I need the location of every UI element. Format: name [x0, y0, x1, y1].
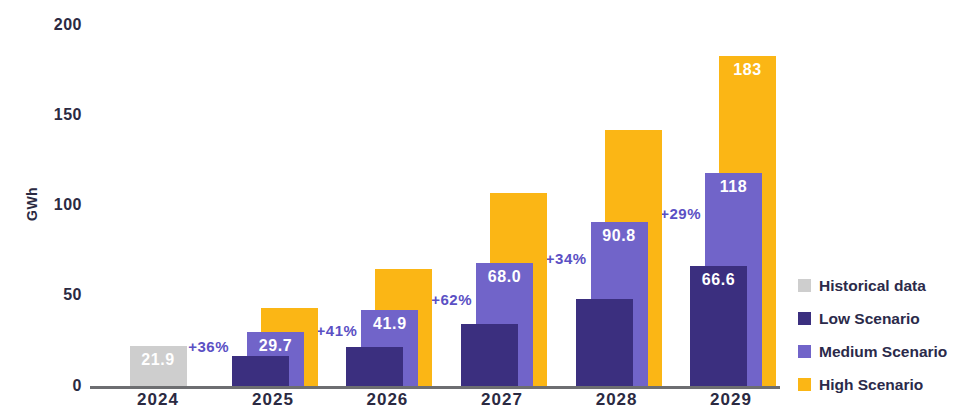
legend-item-historical-data: Historical data: [798, 269, 978, 302]
x-tick-2028: 2028: [572, 391, 662, 409]
legend-item-medium-scenario: Medium Scenario: [798, 335, 978, 368]
legend-label: Medium Scenario: [819, 343, 947, 361]
legend-item-low-scenario: Low Scenario: [798, 302, 978, 335]
x-tick-2025: 2025: [228, 391, 318, 409]
legend-item-high-scenario: High Scenario: [798, 368, 978, 401]
legend-swatch-low-scenario-icon: [798, 312, 811, 325]
bar-value-label: 118: [705, 178, 762, 196]
bar-chart: GWh 050100150200 21.966.629.741.968.090.…: [0, 0, 980, 419]
bar-low-scenario-2025: [232, 356, 289, 386]
legend: Historical data Low Scenario Medium Scen…: [798, 269, 978, 401]
bar-value-label: 41.9: [361, 315, 418, 333]
y-tick-200: 200: [0, 15, 82, 35]
bar-value-label: 183: [719, 61, 776, 79]
bar-value-label: 21.9: [130, 351, 187, 369]
bar-historical-data-2024: 21.9: [130, 346, 187, 386]
legend-swatch-historical-data-icon: [798, 279, 811, 292]
growth-label-2026: +41%: [317, 322, 358, 339]
y-tick-50: 50: [0, 285, 82, 305]
x-tick-2027: 2027: [457, 391, 547, 409]
y-tick-100: 100: [0, 195, 82, 215]
growth-label-2029: +29%: [660, 204, 701, 221]
growth-label-2025: +36%: [188, 338, 229, 355]
x-tick-2026: 2026: [342, 391, 432, 409]
legend-swatch-high-scenario-icon: [798, 378, 811, 391]
x-axis-line: [90, 386, 780, 389]
bar-value-label: 66.6: [690, 271, 747, 289]
y-tick-0: 0: [0, 376, 82, 396]
growth-label-2027: +62%: [431, 291, 472, 308]
bar-low-scenario-2027: [461, 324, 518, 386]
growth-label-2028: +34%: [546, 249, 587, 266]
y-tick-150: 150: [0, 105, 82, 125]
x-tick-2024: 2024: [113, 391, 203, 409]
bar-low-scenario-2028: [576, 299, 633, 386]
bar-low-scenario-2026: [346, 347, 403, 386]
bar-value-label: 68.0: [476, 268, 533, 286]
legend-swatch-medium-scenario-icon: [798, 345, 811, 358]
legend-label: Low Scenario: [819, 310, 920, 328]
bar-value-label: 29.7: [247, 337, 304, 355]
bar-low-scenario-2029: 66.6: [690, 266, 747, 386]
bar-value-label: 90.8: [591, 227, 648, 245]
x-tick-2029: 2029: [686, 391, 776, 409]
legend-label: High Scenario: [819, 376, 923, 394]
legend-label: Historical data: [819, 277, 926, 295]
